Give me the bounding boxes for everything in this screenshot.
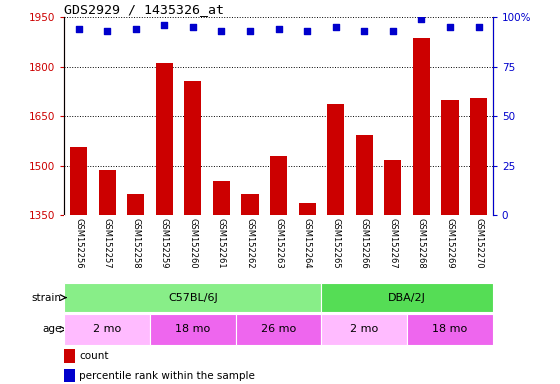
Bar (127, 194, 144, 215)
Bar (384, 160, 402, 215)
Text: GSM152269: GSM152269 (445, 218, 455, 268)
Text: GSM152264: GSM152264 (302, 218, 312, 268)
Point (188, 24, 198, 30)
Text: strain: strain (31, 293, 62, 303)
Point (474, 24, 483, 30)
Text: count: count (80, 351, 109, 361)
Bar (99, 170, 116, 215)
Text: GSM152267: GSM152267 (388, 218, 398, 268)
Bar (184, 81, 202, 215)
Point (160, 22, 169, 28)
Text: 2 mo: 2 mo (350, 324, 379, 334)
Text: C57BL/6J: C57BL/6J (168, 293, 218, 303)
Point (74, 26, 83, 32)
Text: 26 mo: 26 mo (261, 324, 296, 334)
Bar (150, 314, 236, 345)
Bar (356, 135, 373, 215)
Bar (64, 349, 75, 363)
Text: 2 mo: 2 mo (93, 324, 122, 334)
Bar (70, 147, 87, 215)
Text: GSM152263: GSM152263 (274, 218, 283, 268)
Bar (213, 181, 230, 215)
Text: GSM152261: GSM152261 (217, 218, 226, 268)
Point (360, 28, 368, 34)
Point (274, 26, 283, 32)
Bar (470, 98, 487, 215)
Text: 18 mo: 18 mo (175, 324, 211, 334)
Text: GSM152256: GSM152256 (74, 218, 83, 268)
Bar (407, 314, 493, 345)
Bar (321, 314, 407, 345)
Text: DBA/2J: DBA/2J (388, 293, 426, 303)
Text: GSM152258: GSM152258 (131, 218, 141, 268)
Text: GDS2929 / 1435326_at: GDS2929 / 1435326_at (64, 3, 225, 16)
Bar (64, 314, 150, 345)
Point (302, 28, 311, 34)
Bar (298, 202, 316, 215)
Point (131, 26, 140, 32)
Text: GSM152266: GSM152266 (360, 218, 369, 268)
Point (417, 16, 426, 22)
Bar (327, 104, 344, 215)
Bar (156, 63, 173, 215)
Bar (413, 38, 430, 215)
Bar (321, 283, 493, 312)
Bar (441, 100, 459, 215)
Text: GSM152265: GSM152265 (331, 218, 340, 268)
Point (331, 24, 340, 30)
Bar (241, 194, 259, 215)
Text: GSM152259: GSM152259 (160, 218, 169, 268)
Point (103, 28, 112, 34)
Text: 18 mo: 18 mo (432, 324, 468, 334)
Point (217, 28, 226, 34)
Text: GSM152262: GSM152262 (245, 218, 255, 268)
Text: GSM152257: GSM152257 (102, 218, 112, 268)
Bar (64, 369, 75, 382)
Point (446, 24, 455, 30)
Text: percentile rank within the sample: percentile rank within the sample (80, 371, 255, 381)
Point (388, 28, 397, 34)
Bar (270, 156, 287, 215)
Text: GSM152260: GSM152260 (188, 218, 198, 268)
Text: age: age (42, 324, 62, 334)
Bar (64, 283, 321, 312)
Bar (236, 314, 321, 345)
Text: GSM152270: GSM152270 (474, 218, 483, 268)
Point (245, 28, 254, 34)
Text: GSM152268: GSM152268 (417, 218, 426, 268)
